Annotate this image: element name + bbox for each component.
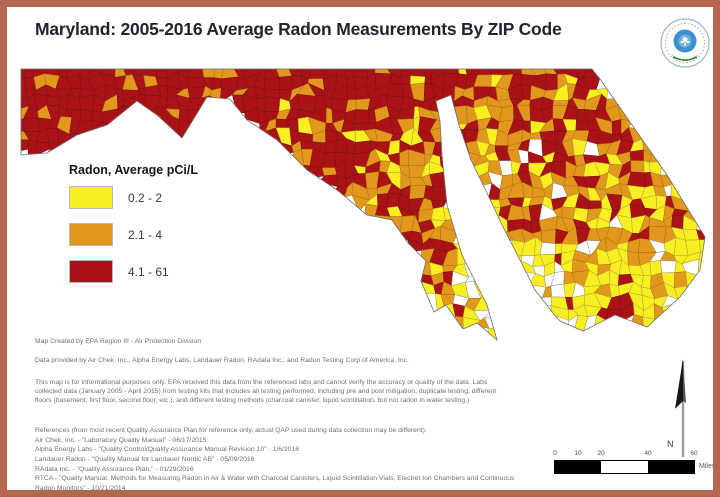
scale-bar-strip (554, 460, 695, 474)
reference-item: Landauer Radon - "Quality Manual for Lan… (35, 455, 255, 463)
reference-item: RAdata Inc. - "Quality Assurance Plan," … (35, 465, 194, 473)
epa-logo-icon (660, 18, 710, 68)
legend-label: 0.2 - 2 (128, 190, 163, 205)
zip-region-cell (545, 73, 558, 91)
zip-region-cell (399, 69, 412, 78)
legend-swatch (69, 186, 113, 209)
zip-region-cell (697, 258, 705, 277)
zip-region-cell (611, 119, 622, 135)
note-map-credit: Map Created by EPA Region III - Air Prot… (35, 338, 202, 345)
legend-title: Radon, Average pCi/L (69, 163, 198, 177)
zip-region-cell (630, 160, 645, 174)
reference-item: Alpha Energy Labs - "Quality Control/Qua… (35, 446, 300, 454)
zip-region-cell (483, 207, 502, 218)
zip-region-cell (122, 106, 136, 119)
map-legend: Radon, Average pCi/L 0.2 - 2 2.1 - 4 4.1 -… (69, 163, 198, 297)
zip-region-cell (477, 69, 492, 76)
zip-region-cell (264, 96, 281, 112)
legend-item: 0.2 - 2 (69, 186, 198, 209)
zip-region-cell (629, 149, 645, 162)
zip-region-cell (550, 283, 566, 298)
zip-region-cell (653, 318, 668, 331)
legend-swatch (69, 223, 113, 246)
zip-region-cell (660, 260, 677, 274)
scale-segment (555, 461, 601, 473)
zip-region-cell (484, 327, 502, 340)
north-arrow-icon: N (667, 359, 686, 457)
north-label: N (667, 439, 674, 449)
zip-region-cell (188, 120, 200, 135)
zip-region-cell (539, 242, 556, 255)
zip-region-cell (552, 100, 569, 106)
state-outline (20, 68, 706, 342)
zip-region-cell (642, 316, 656, 329)
zip-region-cell (454, 105, 468, 125)
zip-region-cell (264, 77, 280, 90)
legend-label: 4.1 - 61 (128, 264, 169, 279)
scale-tick-label: 10 (574, 450, 582, 457)
zip-region-cell (353, 109, 371, 125)
legend-item: 2.1 - 4 (69, 223, 198, 246)
references-heading: References (from most recent Quality Ass… (35, 427, 427, 434)
zip-region-cell (409, 261, 423, 276)
note-disclaimer: This map is for informational purposes o… (35, 379, 497, 405)
legend-swatch (69, 260, 113, 283)
scale-bar: 0 10 20 40 60 Miles (553, 450, 716, 478)
zip-region-cell (25, 69, 35, 79)
zip-region-cell (587, 200, 603, 210)
scale-segment (601, 461, 648, 473)
zip-region-cell (77, 133, 95, 146)
zip-region-cell (483, 199, 502, 208)
zip-region-cell (155, 69, 168, 79)
zip-region-cell (321, 167, 338, 177)
zip-region-cell (554, 243, 562, 255)
zip-region-cell (440, 69, 460, 75)
zip-region-cell (279, 75, 293, 91)
zip-region-cell (44, 148, 62, 163)
scale-tick-label: 0 (553, 450, 557, 457)
zip-region-cell (674, 271, 688, 289)
zip-region-cell (409, 185, 427, 200)
note-data-providers: Data provided by Air Chek, Inc., Alpha E… (35, 357, 409, 364)
zip-region-cell (21, 139, 30, 152)
scale-unit-label: Miles (699, 463, 716, 470)
zip-region-cell (353, 140, 371, 155)
zip-region-cell (430, 206, 446, 221)
zip-region-cell (186, 69, 205, 79)
scale-tick-label: 60 (690, 450, 698, 457)
zip-region-cell (187, 108, 203, 122)
zip-region-cell (21, 69, 26, 79)
zip-region-cell (671, 214, 684, 230)
zip-region-cell (102, 122, 117, 134)
zip-region-cell (23, 117, 41, 132)
reference-item: RTCA - "Quality Manual: Methods for Meas… (35, 475, 515, 492)
zip-region-cell (21, 118, 25, 133)
zip-region-cell (352, 69, 369, 78)
zip-region-cell (201, 69, 216, 78)
page-title: Maryland: 2005-2016 Average Radon Measur… (35, 19, 562, 39)
zip-region-cell (46, 127, 60, 144)
zip-region-cell (300, 140, 314, 150)
scale-tick-label: 20 (597, 450, 605, 457)
legend-label: 2.1 - 4 (128, 227, 163, 242)
zip-region-cell (699, 239, 705, 253)
reference-item: Air Chek, Inc. - "Laboratory Quality Man… (35, 436, 207, 444)
legend-item: 4.1 - 61 (69, 260, 198, 283)
scale-segment (648, 461, 694, 473)
scale-tick-label: 40 (644, 450, 652, 457)
maryland-radon-choropleth-map (20, 68, 706, 342)
zip-region-cell (318, 174, 339, 188)
references-block: References (from most recent Quality Ass… (35, 426, 517, 492)
zip-region-cell (377, 193, 389, 209)
zip-region-cell (540, 228, 557, 244)
zip-region-cell (410, 69, 426, 77)
